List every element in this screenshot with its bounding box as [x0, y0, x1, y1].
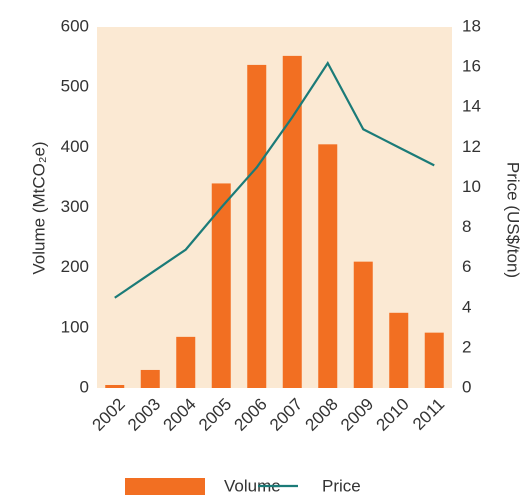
- bar: [176, 336, 196, 388]
- bar: [247, 64, 267, 388]
- y2-axis-title: Price (US$/ton): [504, 162, 523, 278]
- x-tick-label: 2004: [160, 395, 200, 435]
- x-tick-label: 2009: [337, 395, 377, 435]
- y2-tick-label: 4: [462, 297, 471, 316]
- price-line: [114, 60, 435, 299]
- x-tick-label: 2002: [89, 395, 129, 435]
- y2-tick-label: 16: [462, 57, 481, 76]
- bar: [389, 312, 409, 388]
- y2-tick-label: 10: [462, 177, 481, 196]
- legend-label: Volume: [224, 476, 281, 495]
- y-tick-label: 300: [61, 197, 89, 216]
- bar: [424, 332, 444, 388]
- legend-swatch: [125, 478, 205, 495]
- y2-tick-label: 14: [462, 97, 481, 116]
- y-tick-label: 0: [80, 377, 89, 396]
- x-tick-label: 2008: [302, 395, 342, 435]
- y-tick-label: 500: [61, 77, 89, 96]
- y-tick-label: 400: [61, 137, 89, 156]
- y2-tick-label: 2: [462, 337, 471, 356]
- bar: [282, 55, 302, 388]
- x-tick-label: 2011: [409, 395, 448, 434]
- y-tick-label: 100: [61, 317, 89, 336]
- x-tick-label: 2007: [266, 395, 306, 435]
- legend-label: Price: [322, 476, 361, 495]
- y2-tick-label: 0: [462, 377, 471, 396]
- y2-tick-label: 8: [462, 217, 471, 236]
- x-tick-label: 2005: [195, 395, 235, 435]
- y2-tick-label: 6: [462, 257, 471, 276]
- x-tick-label: 2006: [231, 395, 271, 435]
- y2-tick-label: 12: [462, 137, 481, 156]
- bar: [353, 261, 373, 388]
- y-axis-title: Volume (MtCO₂e): [29, 141, 48, 274]
- x-tick-label: 2010: [373, 395, 413, 435]
- x-tick-label: 2003: [124, 395, 164, 435]
- bar: [211, 183, 231, 388]
- y-tick-label: 200: [61, 257, 89, 276]
- y-tick-label: 600: [61, 16, 89, 35]
- bar: [105, 384, 125, 388]
- bar: [318, 144, 338, 388]
- bar: [140, 369, 160, 388]
- y2-tick-label: 18: [462, 16, 481, 35]
